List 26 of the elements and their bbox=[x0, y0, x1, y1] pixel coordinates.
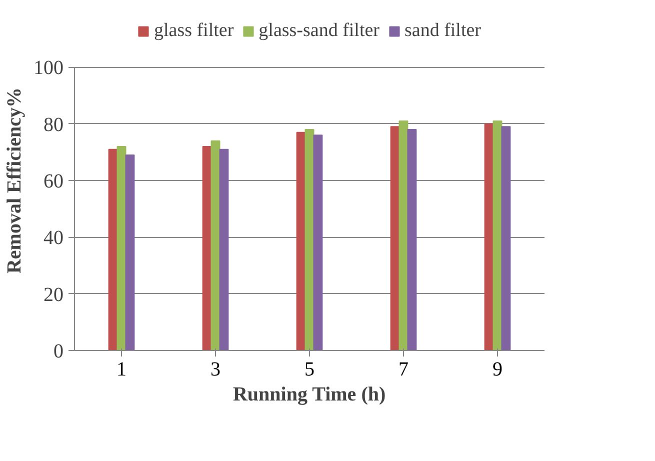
bar bbox=[125, 154, 135, 350]
bar bbox=[219, 148, 229, 350]
y-tick-label: 20 bbox=[44, 284, 64, 306]
x-tick-label: 5 bbox=[304, 358, 314, 380]
bar bbox=[313, 134, 323, 350]
x-tick-label: 3 bbox=[210, 358, 220, 380]
bar bbox=[501, 126, 511, 350]
y-tick-label: 40 bbox=[44, 227, 64, 250]
y-axis-title: Removal Efficiency% bbox=[4, 87, 26, 274]
y-tick-label: 0 bbox=[54, 340, 64, 362]
legend-label: glass filter bbox=[154, 20, 234, 42]
y-tick-label: 80 bbox=[44, 114, 64, 136]
legend-label: glass-sand filter bbox=[258, 20, 380, 42]
y-tick-label: 100 bbox=[34, 57, 64, 80]
bar bbox=[484, 123, 494, 350]
bar bbox=[108, 148, 118, 350]
bar bbox=[296, 132, 306, 350]
bar bbox=[407, 129, 417, 350]
legend-label: sand filter bbox=[404, 20, 482, 42]
x-tick-label: 7 bbox=[398, 358, 408, 380]
x-tick-label: 9 bbox=[492, 358, 502, 380]
bar bbox=[202, 146, 212, 350]
bar bbox=[390, 126, 400, 350]
x-axis-title: Running Time (h) bbox=[232, 384, 386, 406]
x-tick-label: 1 bbox=[116, 358, 126, 380]
y-tick-label: 60 bbox=[44, 170, 64, 192]
